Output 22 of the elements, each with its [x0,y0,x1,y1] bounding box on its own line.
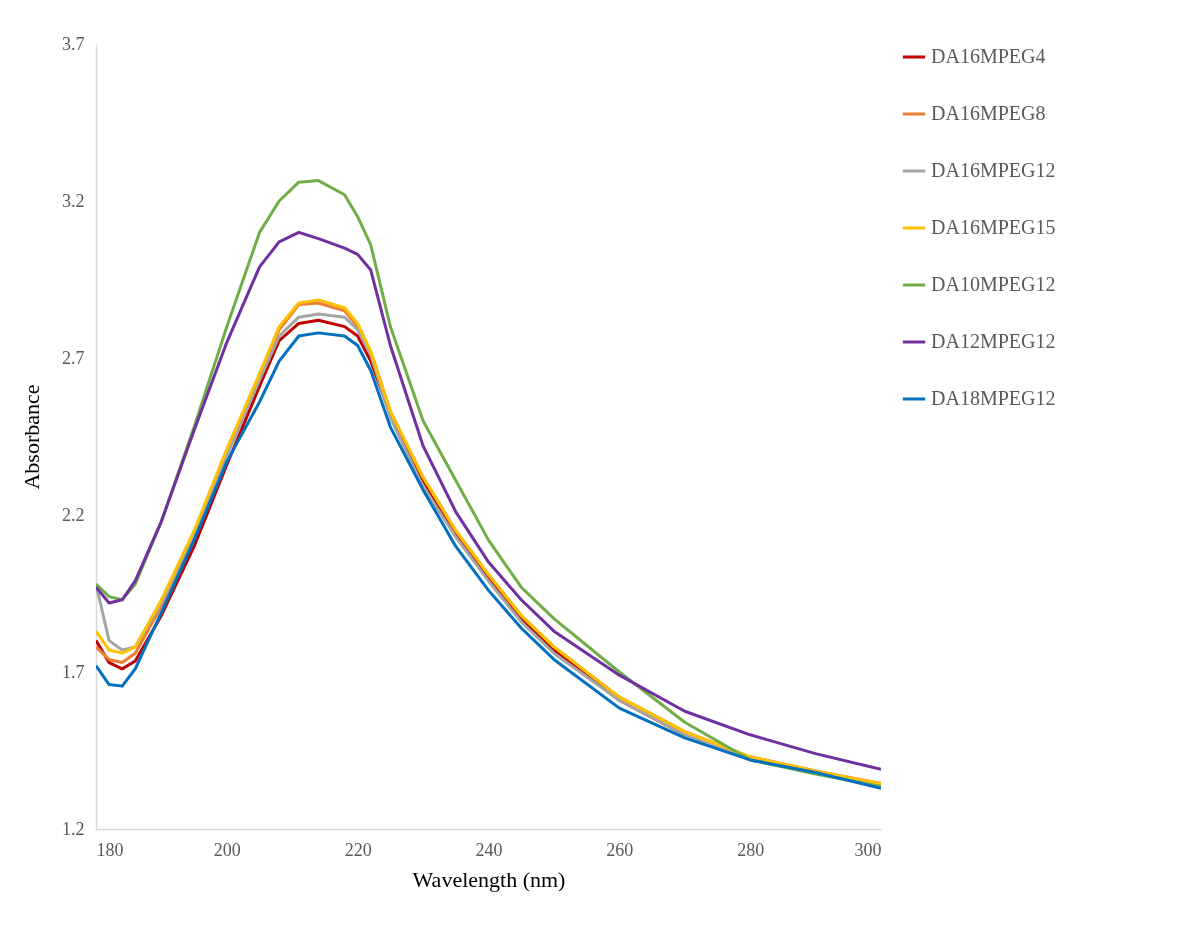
y-tick-label: 2.2 [62,504,85,525]
legend-label: DA16MPEG12 [931,159,1056,181]
x-tick-label: 220 [344,839,372,860]
legend-label: DA12MPEG12 [931,330,1056,352]
legend-label: DA16MPEG8 [931,102,1046,124]
x-tick-label: 200 [213,839,241,860]
x-tick-label: 280 [737,839,765,860]
legend-label: DA16MPEG4 [931,45,1046,67]
x-tick-label: 240 [475,839,503,860]
y-axis-title: Absorbance [19,384,44,490]
legend-label: DA10MPEG12 [931,273,1056,295]
y-tick-label: 2.7 [62,347,85,368]
x-tick-label: 180 [96,839,124,860]
x-tick-label: 300 [854,839,882,860]
x-axis-title: Wavelength (nm) [412,866,566,892]
y-tick-label: 1.2 [62,818,85,839]
y-tick-label: 3.7 [62,33,85,54]
x-tick-label: 260 [606,839,634,860]
legend-label: DA16MPEG15 [931,216,1056,238]
legend-label: DA18MPEG12 [931,387,1056,409]
y-tick-label: 1.7 [62,661,85,682]
y-tick-label: 3.2 [62,190,85,211]
